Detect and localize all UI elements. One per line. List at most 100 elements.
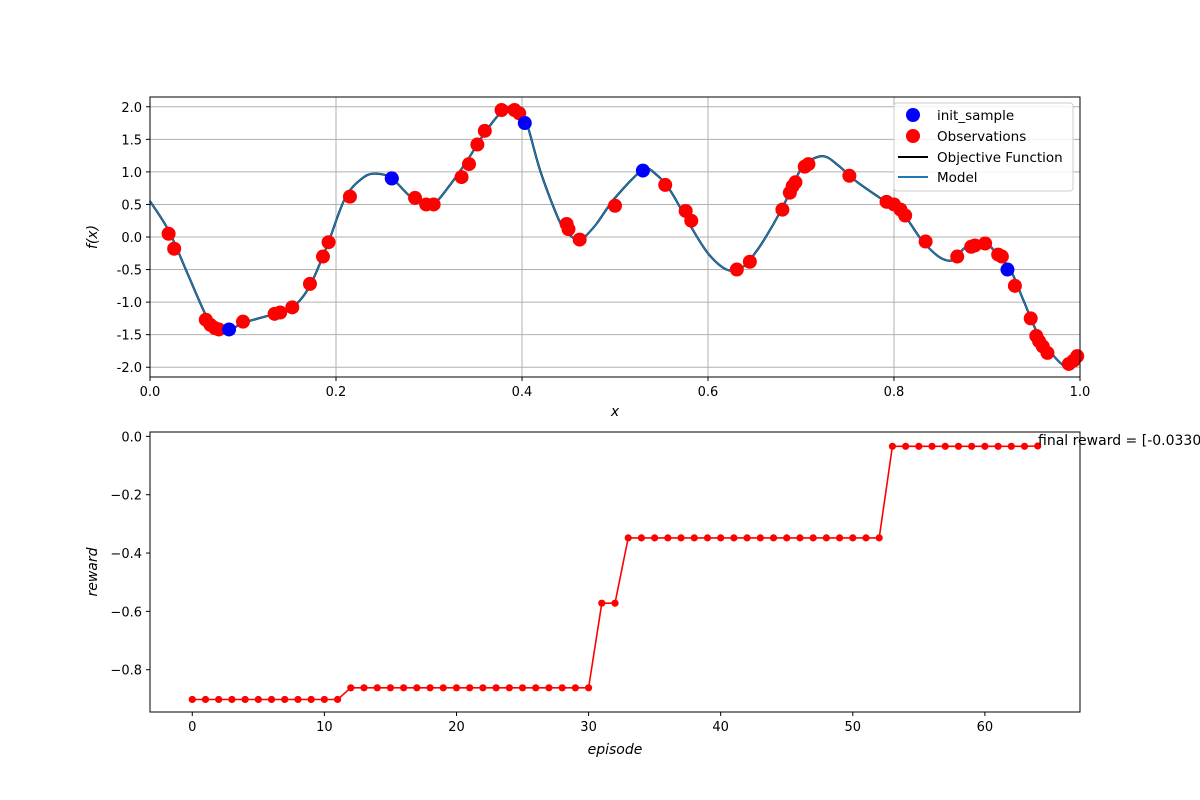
- top-x-ticks: 0.0 0.2 0.4 0.6 0.8 1.0: [140, 377, 1091, 400]
- reward-point: [637, 534, 646, 542]
- reward-point: [809, 534, 817, 542]
- observation-point: [236, 314, 250, 329]
- observation-point: [978, 236, 993, 251]
- bottom-y-axis-label: reward: [85, 547, 101, 596]
- reward-point: [677, 534, 685, 542]
- top-y-tick-label: 2.0: [121, 101, 142, 116]
- reward-point: [188, 695, 196, 704]
- top-x-tick-label: 0.2: [326, 385, 347, 400]
- observation-point: [775, 202, 790, 217]
- reward-point: [1007, 442, 1015, 450]
- reward-point: [281, 695, 289, 704]
- observation-point: [742, 254, 757, 269]
- reward-point: [690, 534, 698, 542]
- bottom-x-tick-label: 40: [712, 720, 729, 735]
- reward-point: [968, 442, 976, 450]
- reward-point: [756, 534, 764, 542]
- reward-point: [1034, 442, 1042, 450]
- reward-point: [267, 695, 276, 704]
- top-x-tick-label: 1.0: [1070, 385, 1091, 400]
- bottom-y-tick-label: 0.0: [121, 430, 142, 445]
- top-y-tick-label: -2.0: [117, 361, 142, 376]
- bottom-y-tick-label: −0.6: [110, 605, 142, 620]
- observation-point: [454, 170, 469, 185]
- reward-point: [717, 534, 725, 542]
- reward-point: [862, 534, 870, 542]
- top-y-tick-label: -1.0: [117, 296, 142, 311]
- reward-point: [518, 684, 527, 692]
- bottom-x-tick-label: 0: [188, 720, 196, 735]
- bottom-y-tick-label: −0.2: [110, 489, 142, 504]
- init-sample-point: [1000, 262, 1015, 277]
- top-y-axis-label: f(x): [85, 225, 101, 249]
- bottom-y-ticks: −0.8 −0.6 −0.4 −0.2 0.0: [110, 430, 150, 679]
- objective-plot: 0.0 0.2 0.4 0.6 0.8 1.0 -2.0-1.5-1.0-0.50.00.…: [85, 96, 1091, 420]
- reward-point: [426, 684, 434, 692]
- reward-point: [611, 599, 619, 607]
- observation-point: [494, 103, 509, 118]
- reward-point: [532, 684, 540, 692]
- legend: init_sample Observations Objective Funct…: [893, 102, 1074, 192]
- observation-point: [918, 234, 933, 249]
- observation-point: [1070, 349, 1085, 364]
- reward-point: [624, 534, 632, 542]
- top-x-tick-label: 0.0: [140, 385, 161, 400]
- bottom-y-tick-label: −0.8: [110, 664, 142, 679]
- reward-point: [386, 684, 395, 692]
- reward-point: [571, 684, 579, 692]
- reward-point: [902, 442, 910, 450]
- reward-point: [347, 684, 355, 692]
- reward-point: [703, 534, 712, 542]
- bottom-x-ticks: 0 10 20 30 40 50 60: [188, 712, 993, 735]
- observation-point: [302, 276, 317, 291]
- observation-point: [729, 262, 744, 277]
- observation-point: [461, 157, 476, 172]
- observation-point: [788, 175, 803, 190]
- top-y-ticks: -2.0 -1.5 -1.0 -0.5 0.0 0.5 1.0 1.5 2.0: [117, 101, 150, 376]
- top-y-tick-label: -0.5: [117, 264, 142, 279]
- observation-point: [211, 322, 226, 337]
- reward-point: [954, 442, 963, 450]
- reward-point: [492, 684, 500, 692]
- legend-marker-init-sample: [906, 108, 920, 122]
- observation-point: [315, 249, 330, 264]
- legend-label-init-sample: init_sample: [937, 108, 1014, 124]
- reward-points-layer: [188, 442, 1042, 704]
- top-y-tick-label: 1.0: [121, 166, 142, 181]
- reward-point: [769, 534, 778, 542]
- reward-point: [875, 534, 883, 542]
- observation-point: [161, 226, 176, 241]
- reward-point: [664, 534, 672, 542]
- reward-point: [320, 695, 328, 704]
- reward-point: [201, 695, 210, 704]
- reward-point: [439, 684, 447, 692]
- top-y-tick-label: 1.5: [121, 133, 142, 148]
- final-reward-annotation: final reward = [-0.0330: [1038, 433, 1200, 449]
- reward-point: [215, 695, 223, 704]
- reward-point: [822, 534, 830, 542]
- reward-point: [400, 684, 408, 692]
- observation-point: [658, 177, 673, 192]
- reward-point: [294, 695, 302, 704]
- legend-label-model: Model: [937, 170, 978, 186]
- legend-marker-observations: [906, 129, 920, 143]
- observation-point: [426, 197, 441, 212]
- legend-label-observations: Observations: [937, 129, 1026, 145]
- observation-point: [470, 137, 485, 152]
- observation-point: [321, 235, 336, 250]
- observation-point: [684, 213, 699, 228]
- top-y-tick-label: -1.5: [117, 329, 142, 344]
- observation-point: [285, 300, 300, 315]
- reward-point: [373, 684, 381, 692]
- reward-point: [598, 599, 606, 607]
- reward-point: [994, 442, 1002, 450]
- reward-point: [545, 684, 553, 692]
- observation-point: [608, 198, 622, 213]
- reward-point: [479, 684, 487, 692]
- reward-point: [651, 534, 659, 542]
- observation-point: [950, 249, 965, 264]
- observation-point: [408, 190, 423, 205]
- bottom-y-tick-label: −0.4: [110, 547, 142, 562]
- reward-point: [452, 684, 461, 692]
- bottom-axes-frame: [149, 431, 1081, 713]
